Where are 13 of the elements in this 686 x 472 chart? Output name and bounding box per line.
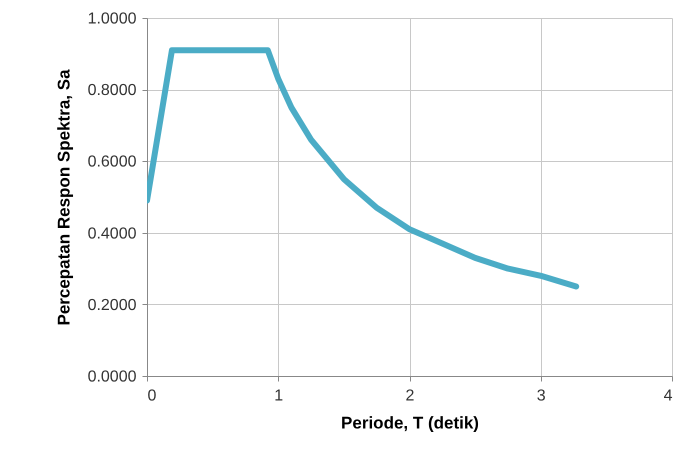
x-axis-title: Periode, T (detik) bbox=[341, 414, 479, 432]
y-axis-title: Percepatan Respon Spektra, Sa bbox=[54, 68, 74, 326]
y-tick-label: 0.6000 bbox=[88, 154, 137, 171]
y-tick-label: 0.8000 bbox=[88, 82, 137, 100]
x-tick-label: 3 bbox=[536, 388, 546, 404]
x-tick-label: 4 bbox=[664, 388, 673, 404]
y-tick-label: 1.0000 bbox=[88, 10, 137, 28]
x-tick-label: 2 bbox=[406, 388, 415, 404]
y-tick-label: 0.0000 bbox=[88, 368, 137, 386]
x-tick-label: 1 bbox=[274, 388, 284, 404]
y-tick-label: 0.4000 bbox=[88, 225, 137, 242]
y-tick-label: 0.2000 bbox=[88, 296, 137, 314]
x-tick-label: 0 bbox=[148, 388, 156, 404]
